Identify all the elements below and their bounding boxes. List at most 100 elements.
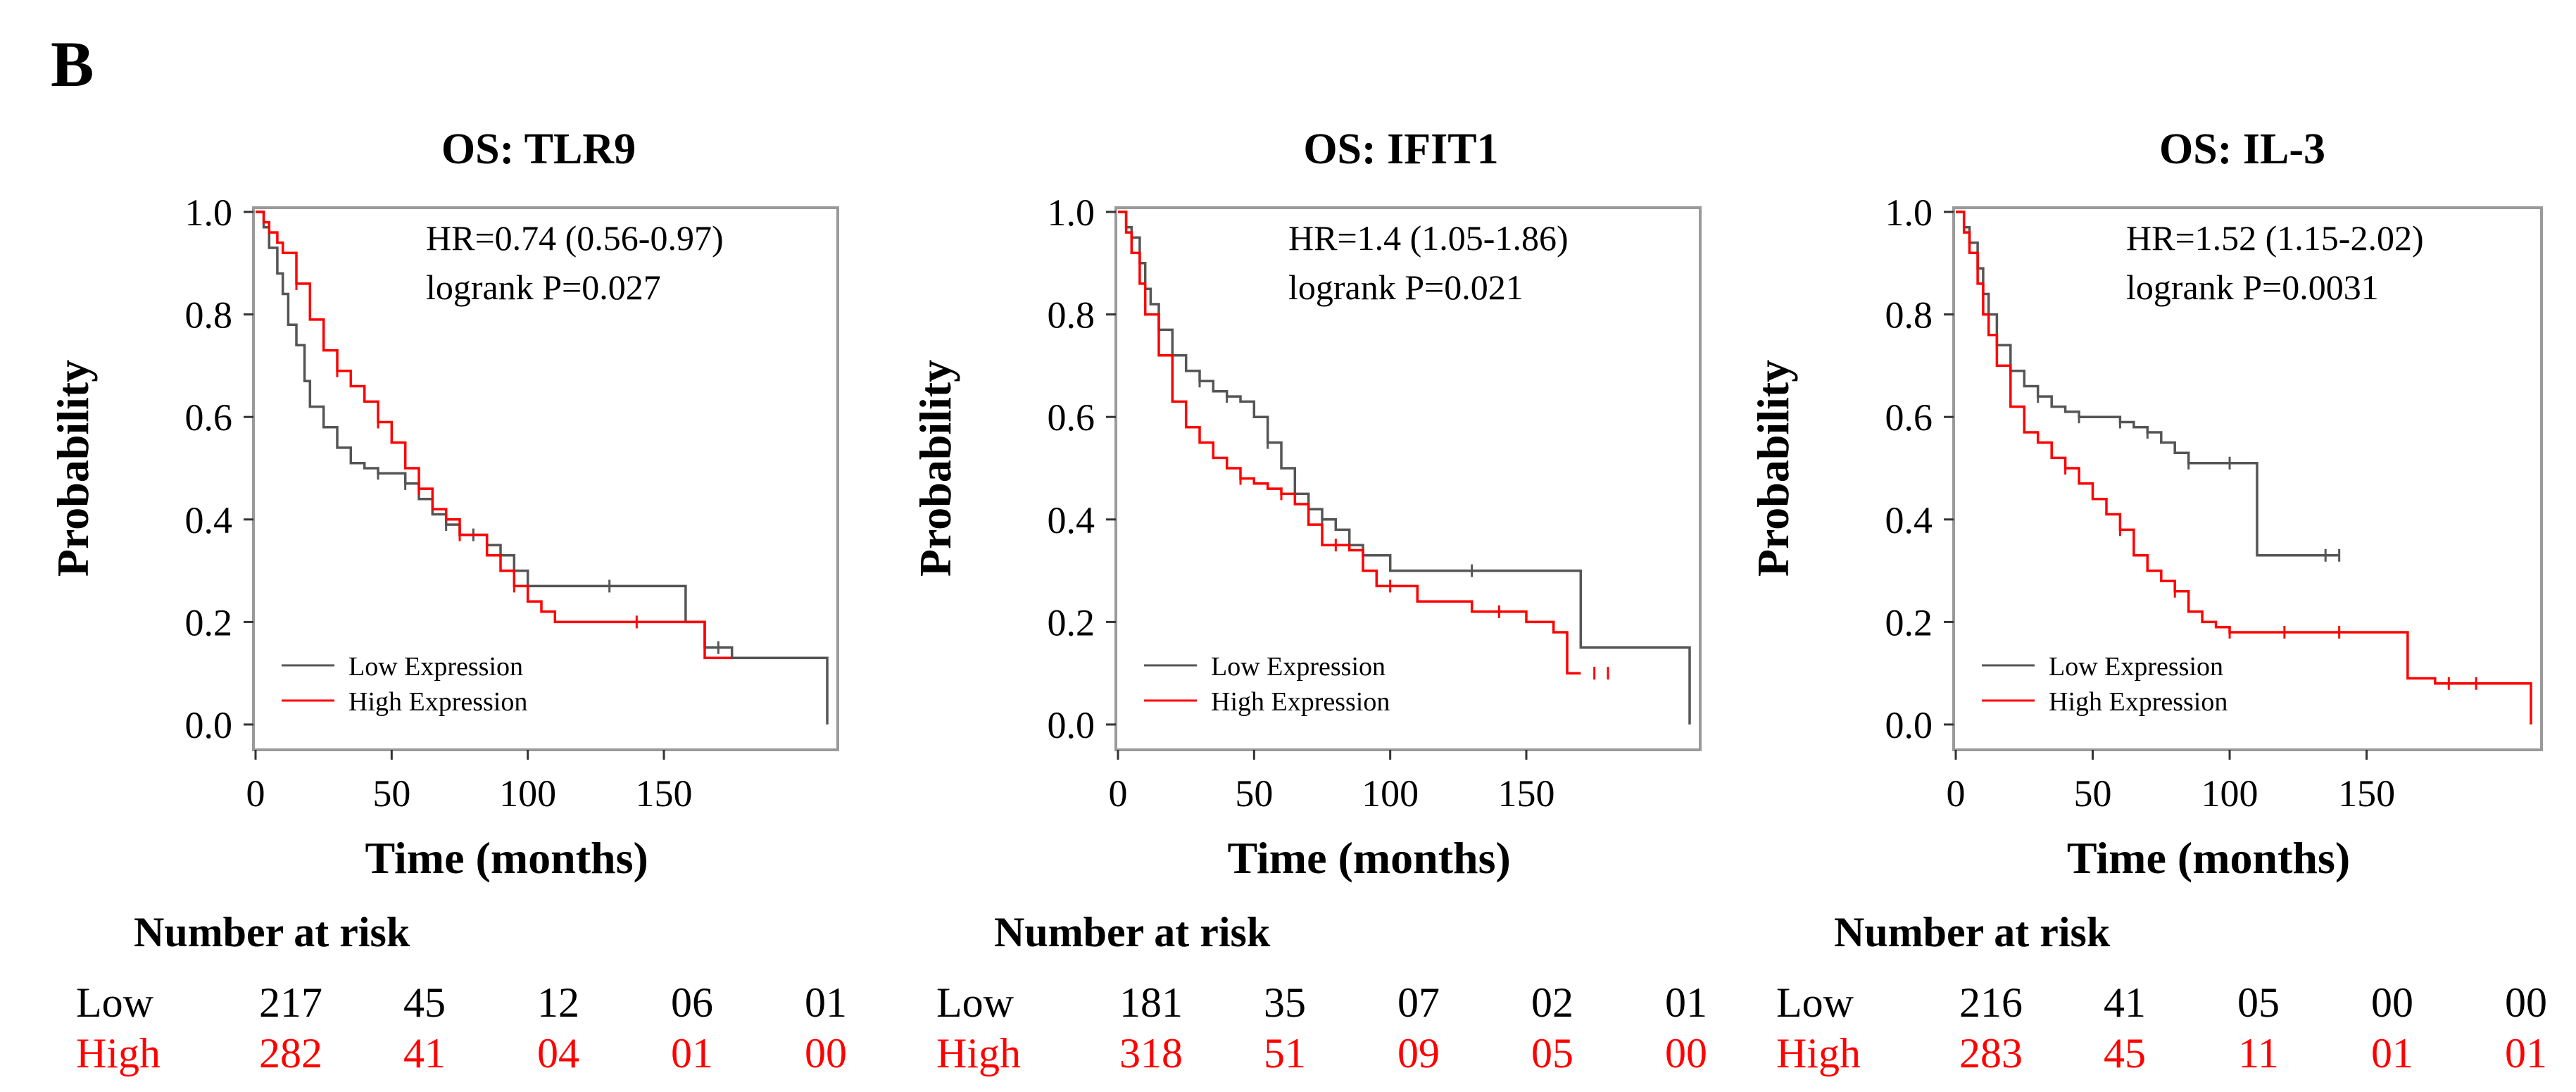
risk-value: 181 <box>1119 979 1183 1026</box>
chart-title: OS: IFIT1 <box>1303 125 1498 173</box>
risk-table-il3: Number at risk Low 216 41 05 00 00 High … <box>1757 908 2566 1091</box>
risk-table-title: Number at risk <box>1834 909 2111 955</box>
y-tick-label: 0.2 <box>1885 601 1933 644</box>
x-tick-label: 0 <box>246 772 265 815</box>
risk-value: 35 <box>1264 979 1306 1026</box>
risk-value: 41 <box>2104 979 2146 1026</box>
x-tick-label: 100 <box>1362 772 1419 815</box>
plot-frame <box>1114 206 1702 751</box>
risk-table-tlr9: Number at risk Low 217 45 12 06 01 High … <box>56 908 866 1091</box>
risk-value: 09 <box>1397 1030 1440 1077</box>
risk-value: 217 <box>259 979 322 1026</box>
hazard-ratio-text: HR=1.4 (1.05-1.86) <box>1288 218 1569 258</box>
risk-row-label: High <box>936 1030 1021 1077</box>
panel-letter: B <box>51 28 94 100</box>
survival-curve-low <box>1956 211 2339 557</box>
y-tick-label: 0.4 <box>1885 499 1933 541</box>
risk-value: 06 <box>671 979 713 1026</box>
risk-value: 283 <box>1959 1030 2023 1077</box>
y-tick-label: 0.4 <box>1048 499 1095 541</box>
x-axis-label: Time (months) <box>1227 833 1510 883</box>
y-tick-label: 0.6 <box>185 396 233 439</box>
hazard-ratio-text: HR=1.52 (1.15-2.02) <box>2126 218 2424 258</box>
y-tick-label: 0.8 <box>1885 294 1933 337</box>
y-axis-label: Probability <box>48 360 98 577</box>
risk-row-low: Low 217 45 12 06 01 <box>76 979 872 1028</box>
risk-row-low: Low 216 41 05 00 00 <box>1776 979 2572 1028</box>
x-tick-label: 0 <box>1947 772 1966 815</box>
risk-row-label: Low <box>1776 979 1854 1026</box>
plot-frame <box>1952 206 2543 751</box>
risk-value: 00 <box>1665 1030 1707 1077</box>
plot-frame <box>252 206 839 751</box>
risk-value: 04 <box>537 1030 579 1077</box>
x-tick-label: 150 <box>2338 772 2395 815</box>
survival-curve-high <box>256 211 732 660</box>
x-tick-label: 150 <box>1498 772 1555 815</box>
x-tick-label: 100 <box>499 772 556 815</box>
risk-value: 41 <box>403 1030 446 1077</box>
risk-row-low: Low 181 35 07 02 01 <box>936 979 1732 1028</box>
legend-label-low: Low Expression <box>348 652 523 682</box>
risk-table-title: Number at risk <box>994 909 1271 955</box>
risk-value: 00 <box>2505 979 2547 1026</box>
y-tick-label: 0.0 <box>1885 704 1933 746</box>
survival-curve-high <box>1956 211 2532 724</box>
y-tick-label: 0.2 <box>185 601 233 644</box>
risk-value: 45 <box>2104 1030 2146 1077</box>
risk-value: 00 <box>2371 979 2413 1026</box>
hazard-ratio-text: HR=0.74 (0.56-0.97) <box>426 218 724 258</box>
risk-value: 02 <box>1531 979 1573 1026</box>
y-tick-label: 0.4 <box>185 499 233 541</box>
risk-value: 282 <box>259 1030 322 1077</box>
y-axis-label: Probability <box>1748 360 1798 577</box>
logrank-p-text: logrank P=0.027 <box>426 268 661 307</box>
chart-title: OS: TLR9 <box>441 125 636 173</box>
risk-value: 216 <box>1959 979 2023 1026</box>
km-charts: OS: TLR9 Probability Time (months) 0.0 0.2 0.… <box>48 125 2543 883</box>
risk-row-label: High <box>76 1030 161 1077</box>
risk-value: 01 <box>805 979 847 1026</box>
y-tick-label: 1.0 <box>185 192 233 234</box>
y-tick-label: 0.6 <box>1885 396 1933 439</box>
legend-label-high: High Expression <box>348 687 527 717</box>
risk-row-label: High <box>1776 1030 1861 1077</box>
risk-value: 318 <box>1119 1030 1183 1077</box>
logrank-p-text: logrank P=0.021 <box>1288 268 1523 307</box>
risk-value: 01 <box>1665 979 1707 1026</box>
y-tick-label: 1.0 <box>1885 192 1933 234</box>
chart-title: OS: IL-3 <box>2159 125 2325 173</box>
risk-table-ifit1: Number at risk Low 181 35 07 02 01 High … <box>917 908 1726 1091</box>
risk-value: 07 <box>1397 979 1440 1026</box>
y-tick-label: 1.0 <box>1048 192 1095 234</box>
y-tick-label: 0.6 <box>1048 396 1095 439</box>
risk-value: 51 <box>1264 1030 1306 1077</box>
risk-row-high: High 318 51 09 05 00 <box>936 1029 1732 1079</box>
logrank-p-text: logrank P=0.0031 <box>2126 268 2379 307</box>
legend-label-low: Low Expression <box>1211 652 1386 682</box>
y-tick-label: 0.0 <box>1048 704 1095 746</box>
risk-value: 01 <box>671 1030 713 1077</box>
risk-table-title: Number at risk <box>134 909 410 955</box>
risk-value: 01 <box>2505 1030 2547 1077</box>
x-tick-label: 0 <box>1109 772 1128 815</box>
risk-value: 45 <box>403 979 446 1026</box>
legend-label-high: High Expression <box>2049 687 2228 717</box>
legend-label-high: High Expression <box>1211 687 1390 717</box>
risk-row-label: Low <box>76 979 153 1026</box>
y-tick-label: 0.8 <box>1048 294 1095 337</box>
risk-value: 12 <box>537 979 579 1026</box>
survival-curve-high <box>1118 211 1581 674</box>
risk-row-high: High 282 41 04 01 00 <box>76 1029 872 1079</box>
x-tick-label: 150 <box>636 772 693 815</box>
y-tick-label: 0.8 <box>185 294 233 337</box>
y-axis-label: Probability <box>910 360 960 577</box>
risk-value: 00 <box>805 1030 847 1077</box>
survival-curve-low <box>1118 211 1691 724</box>
risk-row-label: Low <box>936 979 1014 1026</box>
x-tick-label: 50 <box>2074 772 2112 815</box>
y-tick-label: 0.2 <box>1048 601 1095 644</box>
x-axis-label: Time (months) <box>2067 833 2350 883</box>
y-tick-label: 0.0 <box>185 704 233 746</box>
